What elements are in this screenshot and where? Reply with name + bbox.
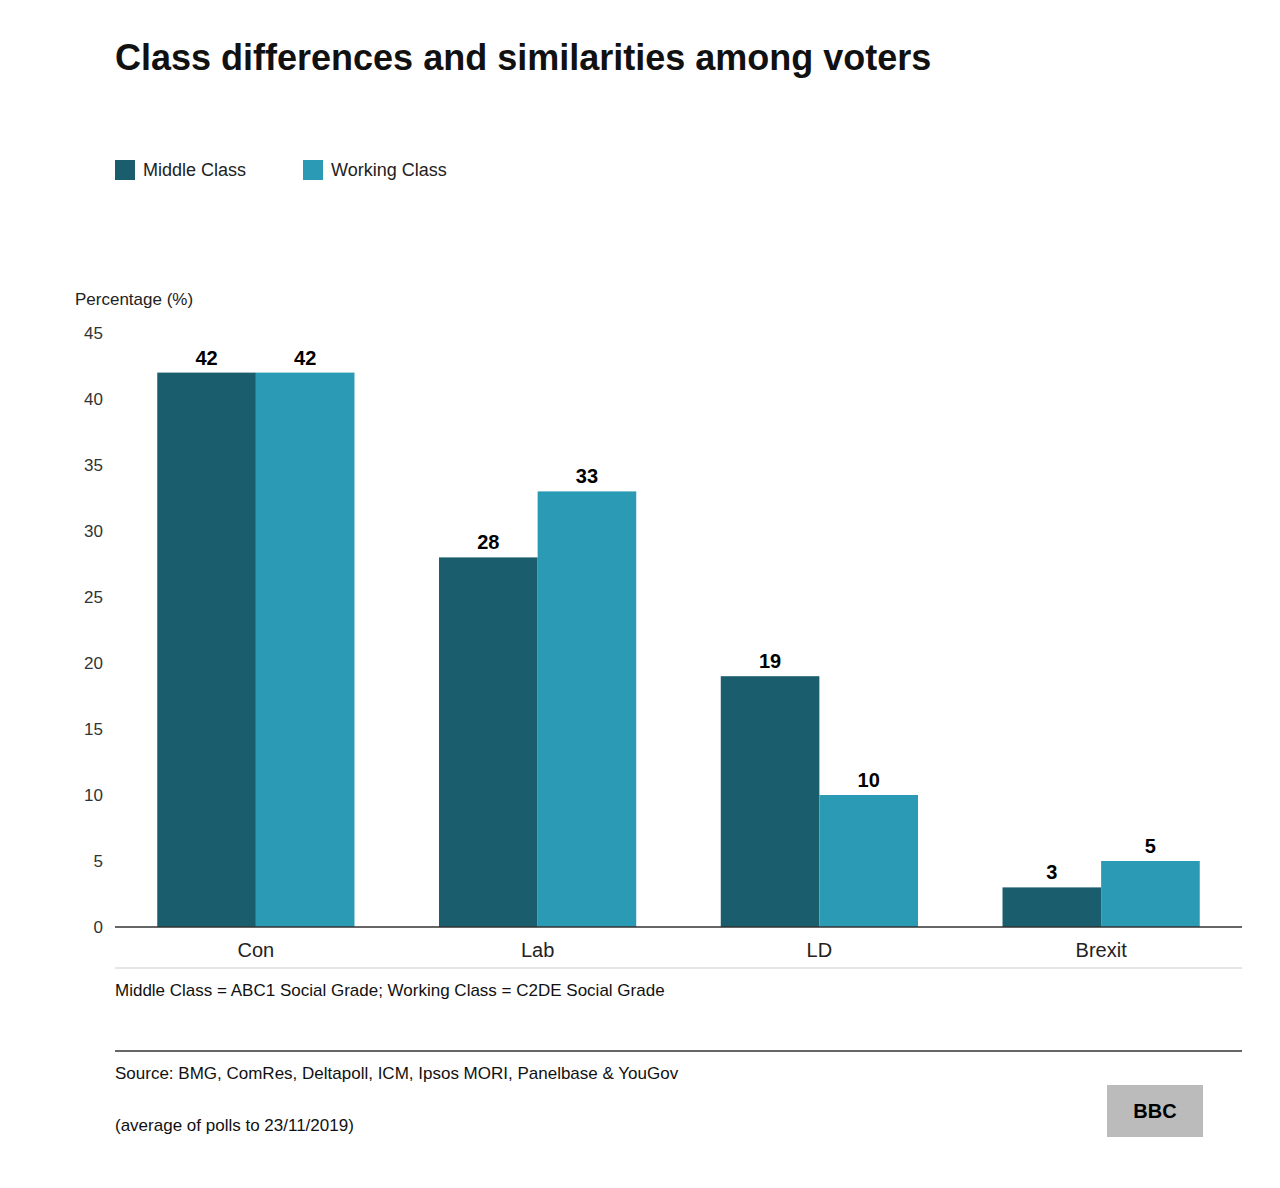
footnote-rule bbox=[115, 1050, 1242, 1052]
title: Class differences and similarities among… bbox=[115, 37, 931, 78]
logo-box bbox=[1107, 1085, 1203, 1137]
data-label: 5 bbox=[1145, 835, 1156, 857]
data-label: 10 bbox=[858, 769, 880, 791]
bar bbox=[819, 795, 918, 927]
y-axis: 0 5 10 15 20 25 30 35 40 45 bbox=[84, 324, 103, 937]
logo-label: BBC bbox=[1133, 1100, 1176, 1122]
legend-swatch bbox=[303, 160, 323, 180]
footnote: Source: BMG, ComRes, Deltapoll, ICM, Ips… bbox=[115, 1064, 679, 1083]
data-label: 42 bbox=[294, 347, 316, 369]
data-label: 28 bbox=[477, 531, 499, 553]
x-axis: Con Lab LD Brexit bbox=[238, 939, 1128, 961]
bar bbox=[256, 373, 355, 927]
x-tick-label: Lab bbox=[521, 939, 554, 961]
y-tick-label: 20 bbox=[84, 654, 103, 673]
bar bbox=[538, 491, 637, 927]
y-tick-label: 35 bbox=[84, 456, 103, 475]
chart: Class differences and similarities among… bbox=[0, 0, 1280, 1188]
y-axis-label: Percentage (%) bbox=[75, 290, 193, 309]
x-tick-label: LD bbox=[807, 939, 833, 961]
y-tick-label: 15 bbox=[84, 720, 103, 739]
x-axis-line bbox=[115, 926, 1242, 928]
legend-label: Middle Class bbox=[143, 160, 246, 180]
footnotes: Middle Class = ABC1 Social Grade; Workin… bbox=[115, 968, 1242, 1137]
footnote-rule bbox=[115, 968, 1242, 969]
data-labels: 42 28 19 3 42 33 10 5 bbox=[195, 347, 1156, 884]
legend: Middle Class Working Class bbox=[115, 160, 447, 180]
data-label: 42 bbox=[195, 347, 217, 369]
data-label: 3 bbox=[1046, 861, 1057, 883]
legend-label: Working Class bbox=[331, 160, 447, 180]
y-tick-label: 5 bbox=[94, 852, 103, 871]
data-label: 19 bbox=[759, 650, 781, 672]
legend-swatch bbox=[115, 160, 135, 180]
bar bbox=[1101, 861, 1200, 927]
bar bbox=[1003, 887, 1102, 927]
bar bbox=[439, 557, 538, 927]
footnote: Middle Class = ABC1 Social Grade; Workin… bbox=[115, 981, 665, 1000]
y-tick-label: 40 bbox=[84, 390, 103, 409]
bars bbox=[157, 373, 1199, 927]
x-tick-label: Con bbox=[238, 939, 275, 961]
bar bbox=[157, 373, 256, 927]
background bbox=[0, 0, 1280, 1188]
y-tick-label: 0 bbox=[94, 918, 103, 937]
data-label: 33 bbox=[576, 465, 598, 487]
y-tick-label: 30 bbox=[84, 522, 103, 541]
y-tick-label: 25 bbox=[84, 588, 103, 607]
x-tick-label: Brexit bbox=[1076, 939, 1128, 961]
y-tick-label: 10 bbox=[84, 786, 103, 805]
footnote: (average of polls to 23/11/2019) bbox=[115, 1116, 354, 1135]
bar bbox=[721, 676, 820, 927]
y-tick-label: 45 bbox=[84, 324, 103, 343]
